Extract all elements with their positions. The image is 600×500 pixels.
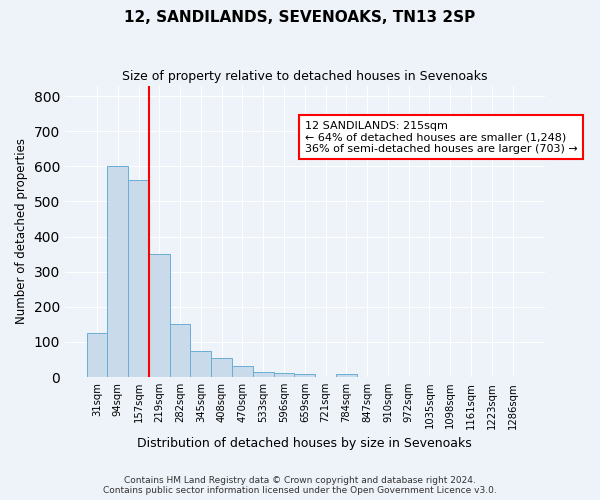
Bar [190, 350, 211, 377]
Bar [128, 180, 149, 377]
Bar [211, 358, 232, 377]
Bar [232, 366, 253, 377]
Text: 12, SANDILANDS, SEVENOAKS, TN13 2SP: 12, SANDILANDS, SEVENOAKS, TN13 2SP [124, 10, 476, 25]
Bar [336, 374, 357, 377]
Bar [253, 372, 274, 377]
Bar [295, 374, 315, 377]
Text: 12 SANDILANDS: 215sqm
← 64% of detached houses are smaller (1,248)
36% of semi-d: 12 SANDILANDS: 215sqm ← 64% of detached … [305, 120, 578, 154]
Bar [274, 373, 295, 377]
Bar [107, 166, 128, 377]
Y-axis label: Number of detached properties: Number of detached properties [15, 138, 28, 324]
Bar [86, 333, 107, 377]
X-axis label: Distribution of detached houses by size in Sevenoaks: Distribution of detached houses by size … [137, 437, 472, 450]
Title: Size of property relative to detached houses in Sevenoaks: Size of property relative to detached ho… [122, 70, 488, 83]
Text: Contains HM Land Registry data © Crown copyright and database right 2024.
Contai: Contains HM Land Registry data © Crown c… [103, 476, 497, 495]
Bar [149, 254, 170, 377]
Bar [170, 324, 190, 377]
